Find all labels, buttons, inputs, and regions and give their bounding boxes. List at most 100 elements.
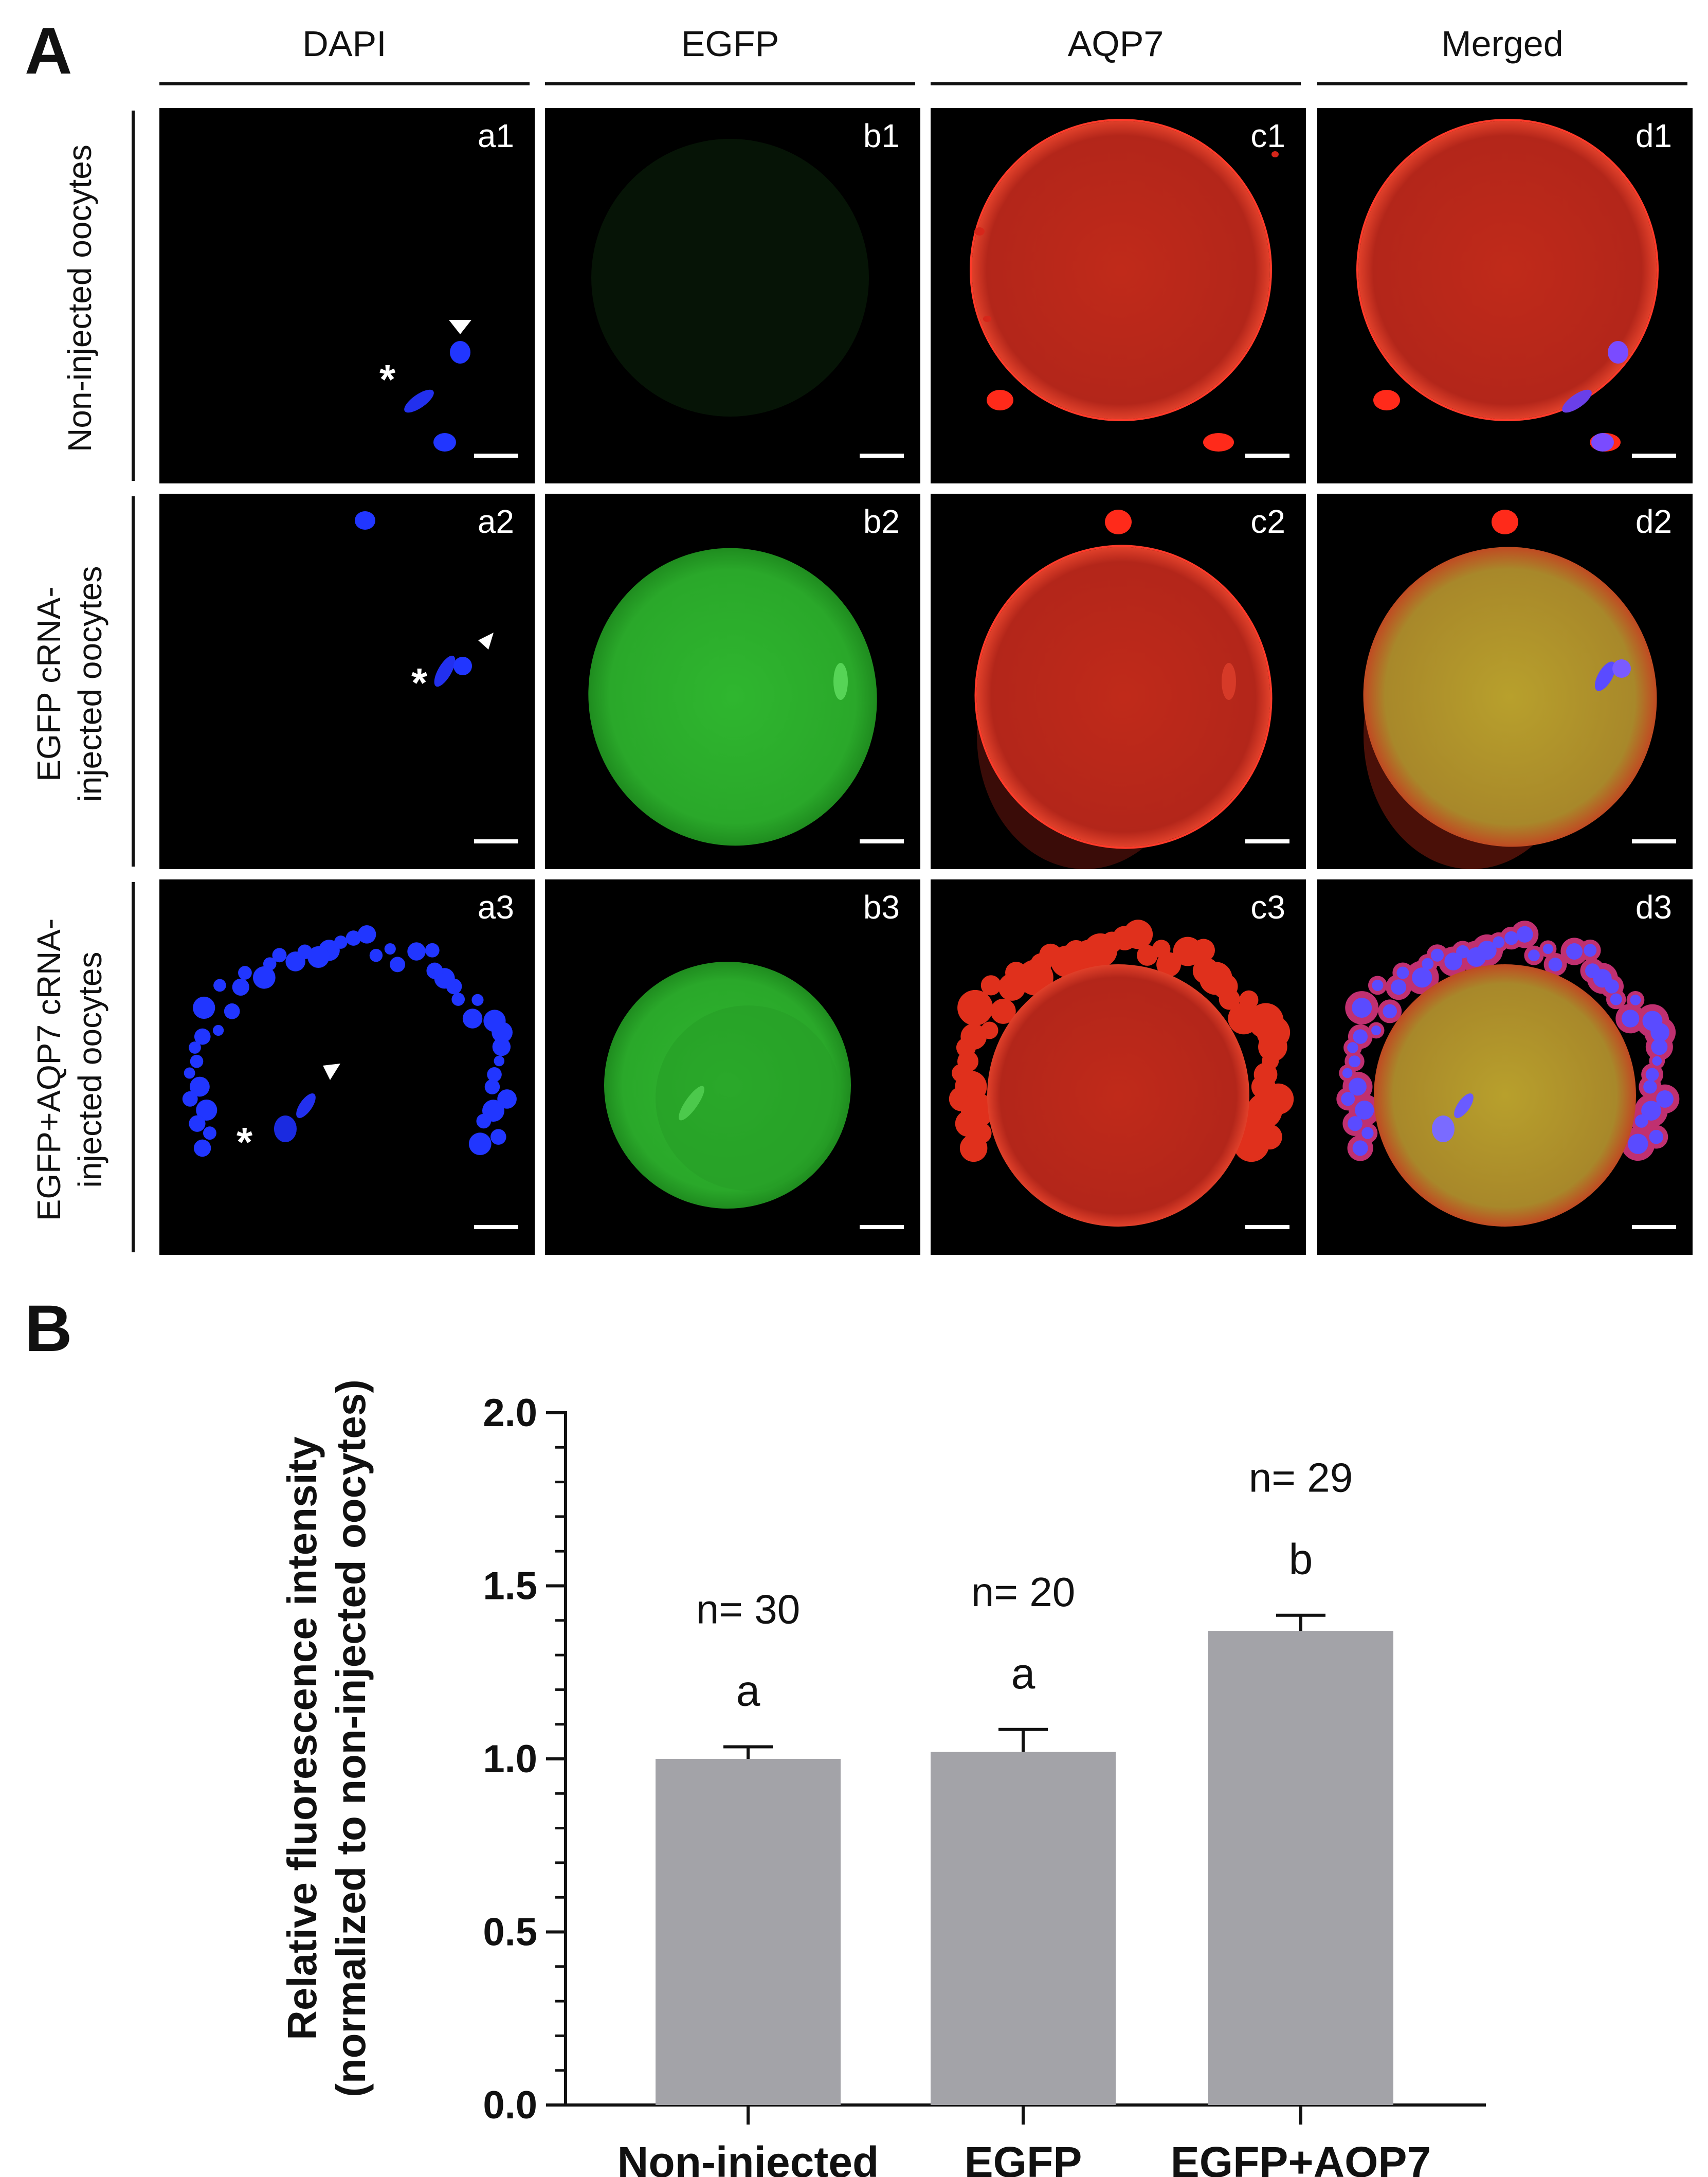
cumulus-cell: [193, 996, 215, 1019]
cumulus-cell: [189, 1115, 206, 1132]
cumulus-cell: [468, 1132, 492, 1156]
row-label-egfp: EGFP cRNA- injected oocytes: [23, 499, 116, 869]
scale-bar: [860, 839, 904, 843]
cumulus-cell: [980, 975, 1002, 996]
y-tick-label: 0.0: [483, 2083, 537, 2127]
micrograph-image: *: [182, 925, 517, 1165]
bar-chart: Relative fluorescence intensity (normali…: [279, 1379, 1486, 2177]
cumulus-nucleus: [1352, 998, 1372, 1018]
cumulus-cell: [1239, 990, 1259, 1010]
cumulus-cell: [426, 962, 443, 979]
cumulus-cell: [384, 943, 396, 955]
y-axis-title: Relative fluorescence intensity (normali…: [279, 1379, 374, 2097]
bar: [656, 1759, 841, 2105]
cumulus-cell: [407, 942, 426, 961]
cumulus-cell: [1017, 959, 1053, 996]
cumulus-cell: [497, 1089, 517, 1109]
cumulus-cell: [1192, 958, 1219, 984]
micrograph-c3-aqp7: c3: [931, 879, 1306, 1255]
cumulus-nucleus: [1645, 1068, 1659, 1082]
cumulus-cell: [471, 994, 484, 1006]
cumulus-nucleus: [1348, 1116, 1362, 1131]
tile-label: a2: [477, 503, 514, 540]
x-tick-label: EGFP: [965, 2138, 1082, 2177]
scale-bar: [474, 1225, 518, 1229]
cumulus-cell: [998, 973, 1026, 1001]
cumulus-nucleus: [1355, 1101, 1374, 1120]
x-tick-label: EGFP+AQP7: [1171, 2138, 1431, 2177]
tile-label: c1: [1250, 117, 1285, 154]
cumulus-nucleus: [1643, 1079, 1657, 1094]
cumulus-nucleus: [1422, 958, 1434, 970]
cumulus-nucleus: [1348, 1055, 1361, 1068]
cumulus-cell: [253, 966, 276, 989]
micrograph-image: *: [355, 511, 494, 706]
column-header-dapi: DAPI: [302, 24, 387, 64]
asterisk-marker: *: [237, 1119, 253, 1165]
cumulus-cell: [1137, 945, 1158, 966]
arrowhead-marker: [323, 1064, 340, 1080]
scale-bar: [474, 454, 518, 458]
asterisk-marker: *: [411, 660, 428, 706]
cumulus-cell: [224, 1003, 240, 1019]
scale-bar: [474, 839, 518, 843]
micrograph-a1-dapi: * a1: [159, 108, 535, 483]
tile-label: d3: [1635, 889, 1672, 926]
tile-label: a1: [477, 117, 514, 154]
micrograph-image: [1363, 510, 1657, 869]
cumulus-cell: [1257, 1124, 1282, 1150]
micrograph-a2-dapi: * a2: [159, 494, 535, 869]
cumulus-cell: [957, 989, 993, 1026]
cumulus-cell: [189, 1041, 201, 1054]
row-rule-3: [132, 882, 135, 1252]
x-tick-label: Non-injected: [617, 2138, 879, 2177]
cumulus-cell: [482, 1100, 504, 1122]
cumulus-cell: [184, 1067, 195, 1079]
cumulus-nucleus: [1349, 1077, 1367, 1096]
cumulus-cell: [346, 930, 361, 946]
cumulus-cell: [196, 1099, 217, 1121]
cumulus-nucleus: [1650, 1023, 1669, 1042]
micrograph-d3-merged: d3: [1317, 879, 1693, 1255]
cumulus-cell: [494, 1055, 505, 1067]
micrograph-d1-merged: d1: [1317, 108, 1693, 483]
panel-b-letter: B: [25, 1292, 72, 1365]
micrograph-c1-aqp7: c1: [931, 108, 1306, 483]
significance-letter: a: [1011, 1649, 1035, 1698]
micrograph-image: [591, 139, 869, 417]
micrograph-image: [1356, 119, 1659, 452]
tile-label: c3: [1250, 889, 1285, 926]
y-tick-label: 0.5: [483, 1911, 537, 1954]
arrowhead-marker: [449, 320, 471, 334]
cumulus-nucleus: [1342, 1068, 1353, 1078]
cumulus-nucleus: [1352, 1140, 1368, 1156]
cumulus-cell: [487, 1067, 502, 1082]
column-header-egfp: EGFP: [681, 24, 779, 64]
row-rule-2: [132, 496, 135, 867]
cumulus-nucleus: [1383, 1004, 1397, 1019]
scale-bar: [1632, 454, 1676, 458]
column-rule-merged: [1317, 82, 1687, 85]
cumulus-nucleus: [1656, 1090, 1674, 1108]
cumulus-cell: [425, 943, 440, 958]
significance-letter: b: [1289, 1535, 1313, 1584]
cumulus-nucleus: [1396, 966, 1409, 979]
scale-bar: [860, 454, 904, 458]
cumulus-cell: [462, 1009, 483, 1029]
row-rule-1: [132, 111, 135, 481]
cumulus-nucleus: [1504, 931, 1518, 945]
cumulus-nucleus: [1361, 1127, 1374, 1139]
sample-size-label: n= 29: [1249, 1455, 1353, 1501]
column-rule-aqp7: [931, 82, 1301, 85]
cumulus-cell: [1156, 952, 1181, 977]
cumulus-nucleus: [1605, 979, 1619, 994]
cumulus-nucleus: [1610, 993, 1622, 1005]
cumulus-nucleus: [1548, 957, 1562, 971]
tile-label: b1: [863, 117, 900, 154]
y-tick-label: 2.0: [483, 1391, 537, 1435]
cumulus-cell: [451, 993, 465, 1006]
cumulus-cell: [490, 1129, 506, 1145]
micrograph-image: [1336, 921, 1680, 1227]
cumulus-cell: [193, 1139, 211, 1157]
micrograph-image: [974, 510, 1273, 869]
